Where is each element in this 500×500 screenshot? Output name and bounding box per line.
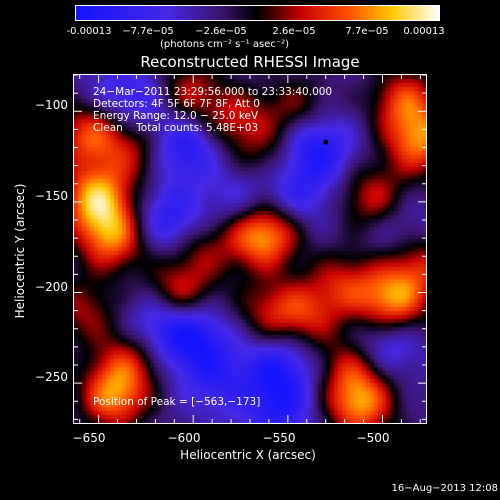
- x-tick-label: −500: [356, 431, 390, 445]
- x-tick-label: −600: [167, 431, 201, 445]
- annotation-clean-counts: Clean Total counts: 5.48E+03: [93, 122, 259, 134]
- annotation-energy-range: Energy Range: 12.0 − 25.0 keV: [93, 110, 259, 122]
- colorbar-tick-label: −7.7e−05: [122, 26, 174, 37]
- colorbar-tick-label: 2.6e−05: [272, 26, 316, 37]
- colorbar-tick-label: 7.7e−05: [345, 26, 389, 37]
- chart-title: Reconstructed RHESSI Image: [140, 53, 360, 71]
- x-tick-label: −550: [262, 431, 296, 445]
- y-tick-label: −100: [35, 98, 68, 112]
- y-tick-label: −200: [35, 280, 68, 294]
- colorbar-tick-label: -0.00013: [66, 26, 112, 37]
- colorbar-unit-label: (photons cm⁻² s⁻¹ asec⁻²): [160, 39, 290, 50]
- timestamp: 16−Aug−2013 12:08: [391, 483, 498, 494]
- y-tick-label: −150: [35, 189, 68, 203]
- annotation-peak-position: Position of Peak = [−563,−173]: [93, 396, 261, 408]
- colorbar-tick-label: −2.6e−05: [195, 26, 247, 37]
- y-axis-label: Heliocentric Y (arcsec): [13, 183, 27, 319]
- y-tick-label: −250: [35, 370, 68, 384]
- peak-marker: [323, 139, 329, 145]
- x-tick-label: −650: [72, 431, 106, 445]
- x-axis-label: Heliocentric X (arcsec): [180, 448, 316, 462]
- colorbar: [75, 5, 440, 21]
- annotation-detectors: Detectors: 4F 5F 6F 7F 8F, Att 0: [93, 98, 260, 110]
- annotation-time-range: 24−Mar−2011 23:29:56.000 to 23:33:40.000: [93, 86, 333, 98]
- rhessi-image: [74, 75, 426, 423]
- colorbar-tick-label: 0.00013: [403, 26, 445, 37]
